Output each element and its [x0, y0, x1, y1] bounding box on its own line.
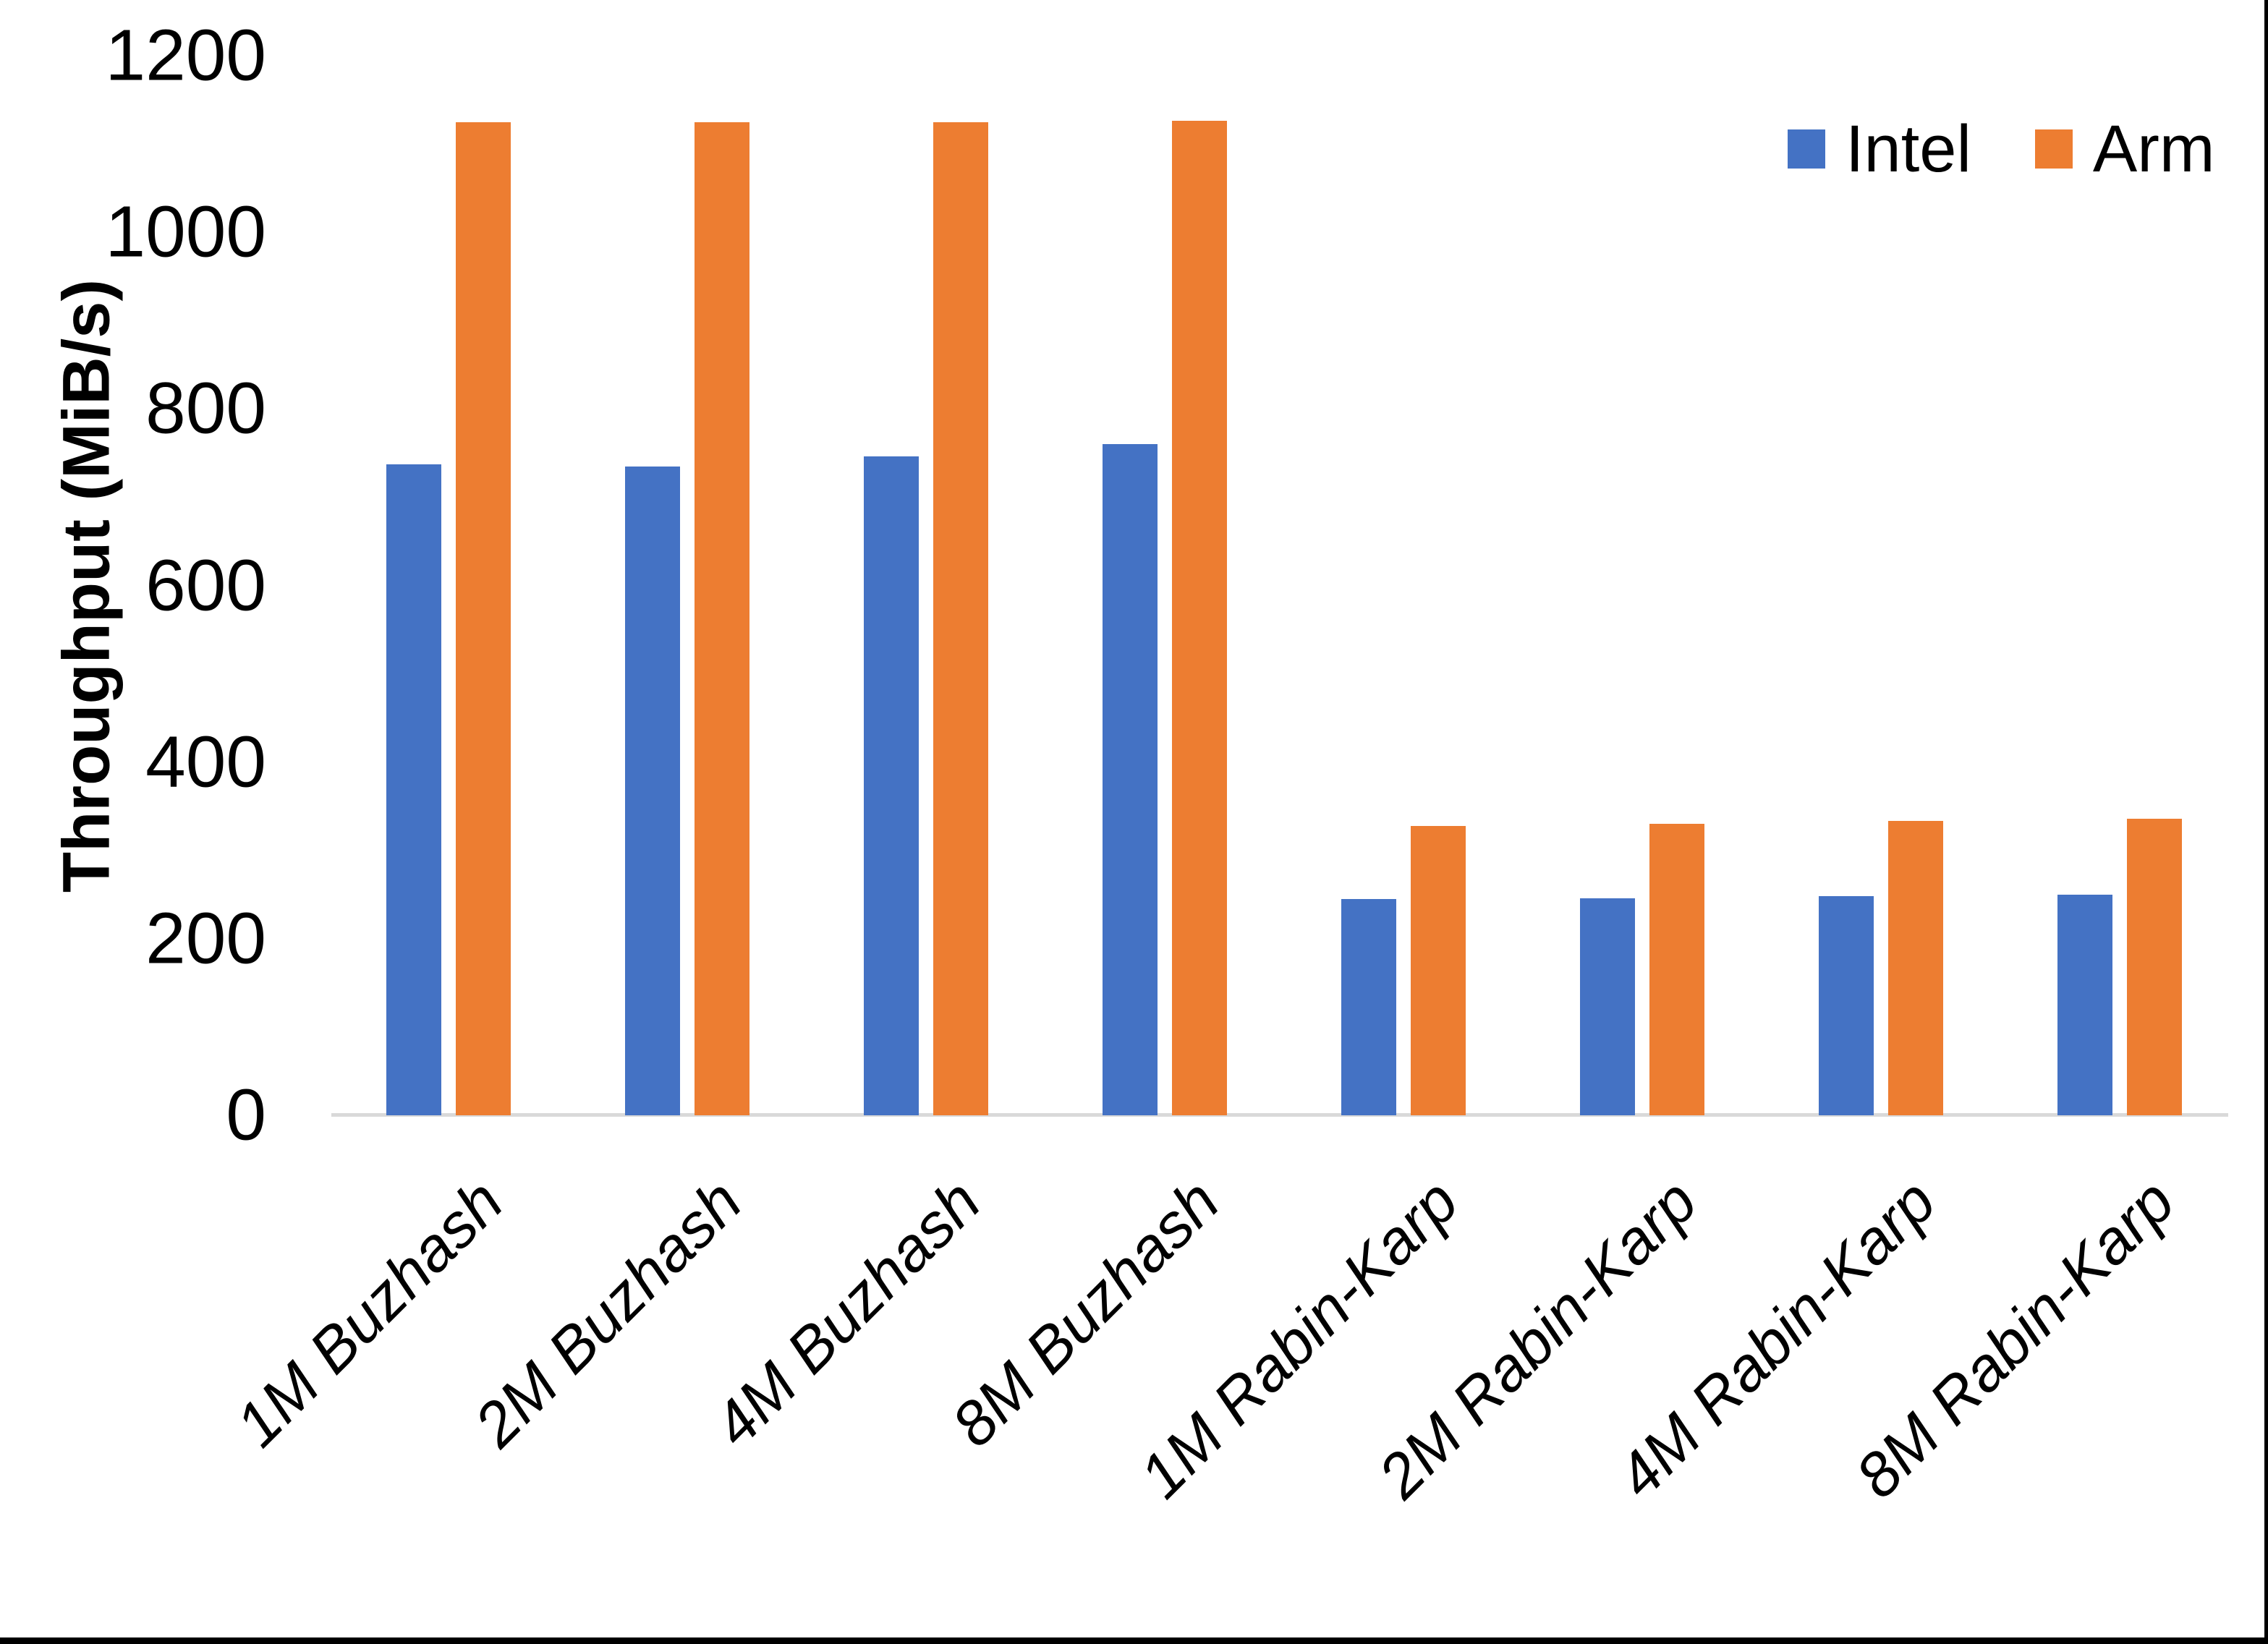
bar-intel-2m-rabin-karp: [1580, 898, 1635, 1115]
bar-arm-1m-rabin-karp: [1411, 826, 1466, 1115]
y-tick-label: 600: [145, 545, 266, 626]
legend-swatch-arm: [2034, 129, 2073, 169]
bar-intel-8m-rabin-karp: [2057, 895, 2112, 1115]
bar-arm-4m-rabin-karp: [1888, 821, 1943, 1115]
y-tick-label: 1000: [105, 191, 266, 273]
legend: Intel Arm: [1788, 112, 2215, 186]
y-tick-label: 800: [145, 367, 266, 449]
bar-intel-2m-buzhash: [625, 467, 680, 1115]
x-axis-line: [331, 1113, 2228, 1117]
bar-arm-2m-buzhash: [695, 122, 749, 1115]
y-tick-label: 200: [145, 898, 266, 979]
legend-label-arm: Arm: [2092, 112, 2215, 186]
y-tick-label: 1200: [105, 14, 266, 96]
bar-intel-4m-rabin-karp: [1819, 896, 1874, 1115]
bar-intel-1m-rabin-karp: [1341, 899, 1396, 1115]
legend-swatch-intel: [1788, 129, 1825, 169]
y-tick-label: 0: [226, 1074, 266, 1156]
y-tick-label: 400: [145, 721, 266, 803]
legend-label-intel: Intel: [1846, 112, 1971, 186]
bar-arm-1m-buzhash: [456, 122, 511, 1115]
bar-intel-8m-buzhash: [1103, 444, 1158, 1115]
bar-intel-4m-buzhash: [864, 456, 919, 1115]
bar-arm-8m-buzhash: [1172, 121, 1227, 1115]
bar-arm-4m-buzhash: [933, 122, 988, 1115]
bar-arm-2m-rabin-karp: [1649, 824, 1704, 1115]
bar-arm-8m-rabin-karp: [2127, 819, 2182, 1115]
bar-intel-1m-buzhash: [386, 464, 441, 1115]
